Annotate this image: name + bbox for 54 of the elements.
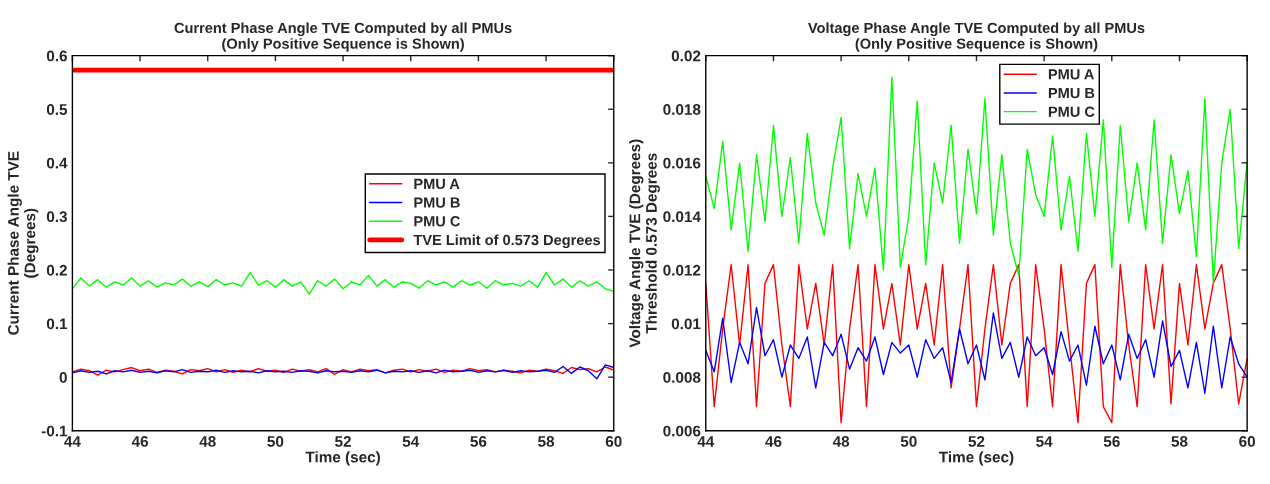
x-tick-label: 50: [900, 436, 917, 447]
legend-label: PMU A: [414, 178, 460, 190]
y-tick-label: 0: [59, 372, 67, 383]
line-series: [72, 364, 614, 380]
line-series: [72, 366, 614, 376]
x-tick-label: 48: [832, 436, 850, 447]
chart-subtitle: (Only Positive Sequence is Shown): [222, 38, 464, 52]
y-tick-label: 0.016: [663, 157, 701, 169]
x-tick-label: 56: [470, 436, 487, 447]
y-tick-label: 0.012: [663, 264, 701, 276]
x-tick-label: 44: [64, 436, 81, 447]
x-tick-label: 54: [402, 436, 420, 447]
x-tick-label: 50: [267, 436, 284, 447]
y-tick-label: 0.2: [46, 264, 67, 276]
chart-title: Current Phase Angle TVE Computed by all PMUs: [174, 22, 512, 37]
x-tick-label: 58: [538, 436, 555, 447]
x-tick-label: 44: [697, 436, 715, 447]
x-axis-title: Time (sec): [938, 451, 1014, 466]
legend-label: PMU C: [414, 216, 461, 227]
legend-label: PMU B: [1048, 88, 1095, 99]
legend-label: PMU C: [1048, 106, 1095, 117]
y-tick-label: 0.4: [46, 157, 68, 169]
x-tick-label: 60: [1239, 436, 1256, 447]
y-tick-label: 0.1: [46, 318, 68, 330]
x-tick-label: 46: [765, 436, 782, 447]
x-tick-label: 52: [968, 436, 985, 447]
legend-label: TVE Limit of 0.573 Degrees: [413, 234, 601, 249]
x-axis-title: Time (sec): [305, 451, 380, 466]
line-series: [72, 271, 614, 295]
x-tick-label: 56: [1103, 436, 1120, 447]
legend-label: PMU B: [414, 197, 460, 208]
x-tick-label: 58: [1171, 436, 1188, 447]
chart-title: Voltage Phase Angle TVE Computed by all PMUs: [808, 22, 1145, 37]
y-tick-label: 0.018: [663, 104, 701, 115]
x-tick-label: 46: [131, 436, 149, 447]
x-tick-label: 54: [1036, 436, 1053, 447]
y-tick-label: 0.008: [663, 372, 701, 383]
y-tick-label: 0.5: [46, 104, 68, 115]
y-tick-label: 0.01: [671, 318, 701, 330]
y-tick-label: 0.3: [46, 211, 67, 223]
y-tick-label: 0.006: [663, 425, 701, 437]
y-tick-label: 0.6: [46, 50, 67, 62]
x-tick-label: 48: [199, 436, 216, 447]
legend-label: PMU A: [1048, 69, 1094, 80]
x-tick-label: 60: [605, 436, 622, 447]
y-tick-label: -0.1: [41, 425, 68, 437]
y-tick-label: 0.014: [663, 211, 701, 223]
y-tick-label: 0.02: [671, 50, 701, 62]
line-series: [705, 306, 1248, 394]
y-axis-title: Voltage Angle TVE (Degrees) Threshold 0.573 Degrees: [629, 139, 660, 348]
line-series: [705, 263, 1248, 424]
chart-subtitle: (Only Positive Sequence is Shown): [855, 38, 1098, 52]
y-axis-title: Current Phase Angle TVE (Degrees): [7, 151, 39, 335]
x-tick-label: 52: [335, 436, 351, 447]
